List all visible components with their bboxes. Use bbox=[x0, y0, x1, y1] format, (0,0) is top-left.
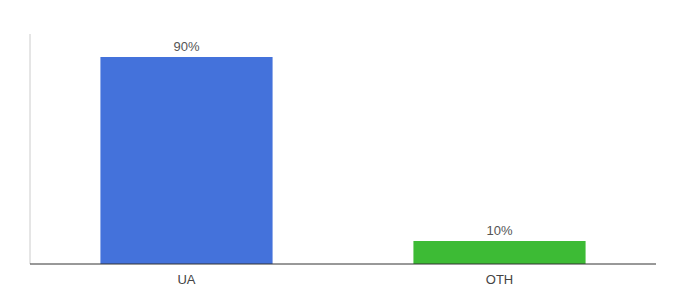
x-tick-label: UA bbox=[177, 272, 195, 287]
data-label: 10% bbox=[486, 223, 512, 238]
x-tick-label: OTH bbox=[486, 272, 513, 287]
chart: 90% 10% UA OTH bbox=[0, 0, 680, 300]
bar bbox=[100, 57, 272, 264]
bars bbox=[100, 57, 585, 264]
chart-container: 90% 10% UA OTH bbox=[0, 0, 680, 300]
bar bbox=[413, 241, 585, 264]
x-axis-line bbox=[30, 264, 656, 265]
data-label: 90% bbox=[173, 39, 199, 54]
y-axis-line bbox=[30, 34, 31, 264]
